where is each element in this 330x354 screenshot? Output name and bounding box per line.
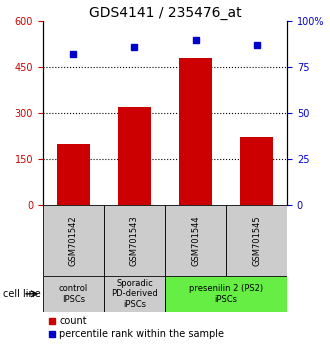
Bar	[240, 137, 273, 205]
Bar	[104, 276, 165, 312]
Text: GSM701545: GSM701545	[252, 215, 261, 266]
Text: control
IPSCs: control IPSCs	[59, 284, 88, 303]
Bar	[165, 276, 287, 312]
Text: cell line: cell line	[3, 289, 41, 299]
Bar	[118, 107, 151, 205]
Text: GSM701542: GSM701542	[69, 215, 78, 266]
Bar	[179, 58, 212, 205]
Title: GDS4141 / 235476_at: GDS4141 / 235476_at	[89, 6, 241, 20]
Bar	[57, 144, 90, 205]
Bar	[43, 205, 104, 276]
Legend: count, percentile rank within the sample: count, percentile rank within the sample	[48, 316, 224, 339]
Text: GSM701544: GSM701544	[191, 215, 200, 266]
Bar	[43, 276, 104, 312]
Bar	[226, 205, 287, 276]
Bar	[104, 205, 165, 276]
Text: GSM701543: GSM701543	[130, 215, 139, 266]
Text: Sporadic
PD-derived
iPSCs: Sporadic PD-derived iPSCs	[111, 279, 158, 309]
Bar	[165, 205, 226, 276]
Text: presenilin 2 (PS2)
iPSCs: presenilin 2 (PS2) iPSCs	[189, 284, 263, 303]
